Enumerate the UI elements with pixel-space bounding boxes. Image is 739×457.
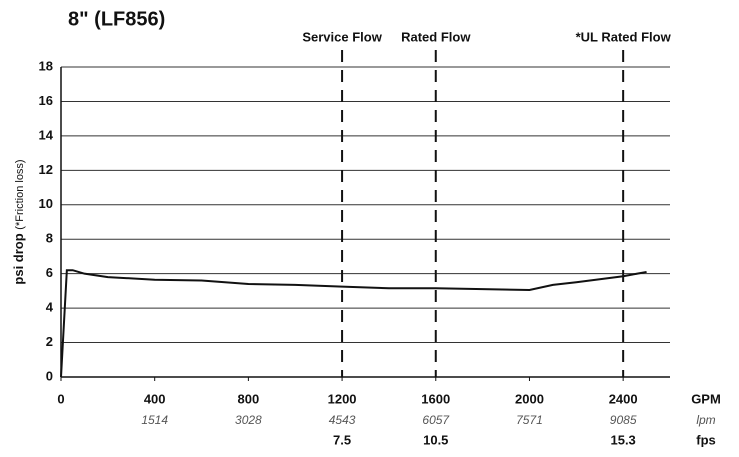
y-tick-label: 8 bbox=[46, 231, 53, 246]
y-tick-label: 0 bbox=[46, 368, 53, 383]
secondary-tick-label: 6057 bbox=[422, 413, 450, 427]
secondary-tick-label: 15.3 bbox=[610, 432, 635, 447]
secondary-tick-label: 7.5 bbox=[333, 432, 351, 447]
x-tick-label: 2400 bbox=[609, 391, 638, 406]
y-tick-label: 2 bbox=[46, 334, 53, 349]
x-tick-label: 0 bbox=[57, 391, 64, 406]
chart-title: 8" (LF856) bbox=[68, 8, 165, 30]
y-axis-label-note: (*Friction loss) bbox=[14, 159, 26, 229]
secondary-tick-label: 4543 bbox=[329, 413, 356, 427]
secondary-tick-label: 3028 bbox=[235, 413, 262, 427]
y-tick-label: 12 bbox=[39, 162, 53, 177]
x-tick-label: 2000 bbox=[515, 391, 544, 406]
reference-label: Service Flow bbox=[302, 29, 382, 44]
secondary-tick-label: 1514 bbox=[141, 413, 168, 427]
y-tick-label: 16 bbox=[39, 93, 53, 108]
y-tick-label: 10 bbox=[39, 196, 53, 211]
x-tick-label: 800 bbox=[238, 391, 260, 406]
x-axis-label: GPM bbox=[691, 391, 721, 406]
secondary-tick-label: 10.5 bbox=[423, 432, 448, 447]
line-series bbox=[60, 269, 647, 378]
reference-label: Rated Flow bbox=[401, 29, 471, 44]
y-tick-label: 14 bbox=[39, 127, 54, 142]
y-tick-label: 4 bbox=[46, 300, 54, 315]
x-tick-label: 400 bbox=[144, 391, 166, 406]
reference-label: *UL Rated Flow bbox=[576, 29, 672, 44]
x-tick-label: 1600 bbox=[421, 391, 450, 406]
secondary-tick-label: 9085 bbox=[610, 413, 637, 427]
secondary-axis-label: fps bbox=[696, 432, 716, 447]
y-tick-label: 6 bbox=[46, 265, 53, 280]
secondary-axis-label: lpm bbox=[696, 413, 715, 427]
y-axis-label: psi drop (*Friction loss) bbox=[11, 159, 26, 284]
secondary-tick-label: 7571 bbox=[516, 413, 543, 427]
x-tick-label: 1200 bbox=[328, 391, 357, 406]
y-axis-label-main: psi drop bbox=[11, 233, 26, 284]
y-tick-label: 18 bbox=[39, 58, 53, 73]
